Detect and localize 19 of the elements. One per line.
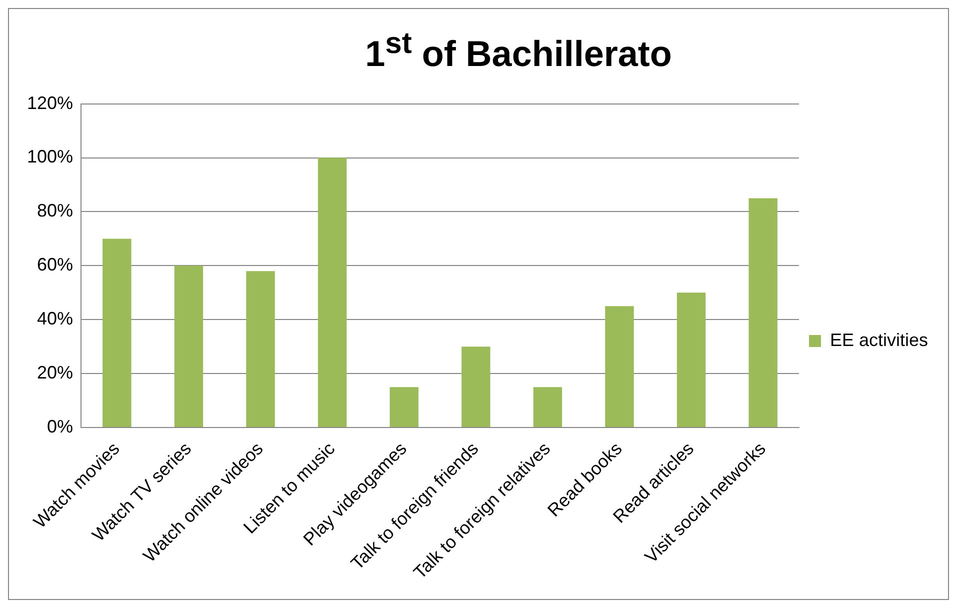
y-tick-label: 0% — [47, 416, 74, 437]
bar — [462, 346, 490, 428]
bar — [246, 271, 275, 428]
y-tick-label: 80% — [37, 200, 74, 221]
y-tick-label: 40% — [37, 308, 74, 329]
y-tick-label: 20% — [37, 362, 74, 383]
bar — [533, 387, 562, 428]
chart-title: 1$^{st}$ of Bachillerato — [364, 26, 673, 76]
bar — [318, 158, 347, 428]
bar — [676, 292, 706, 428]
bar — [174, 266, 204, 428]
legend-label: EE activities — [830, 330, 928, 350]
bar — [748, 198, 778, 428]
bar — [102, 238, 132, 428]
y-tick-label: 100% — [26, 146, 74, 167]
bar — [390, 387, 418, 428]
y-tick-label: 120% — [26, 92, 74, 113]
bar — [605, 306, 634, 428]
y-tick-label: 60% — [37, 254, 74, 275]
